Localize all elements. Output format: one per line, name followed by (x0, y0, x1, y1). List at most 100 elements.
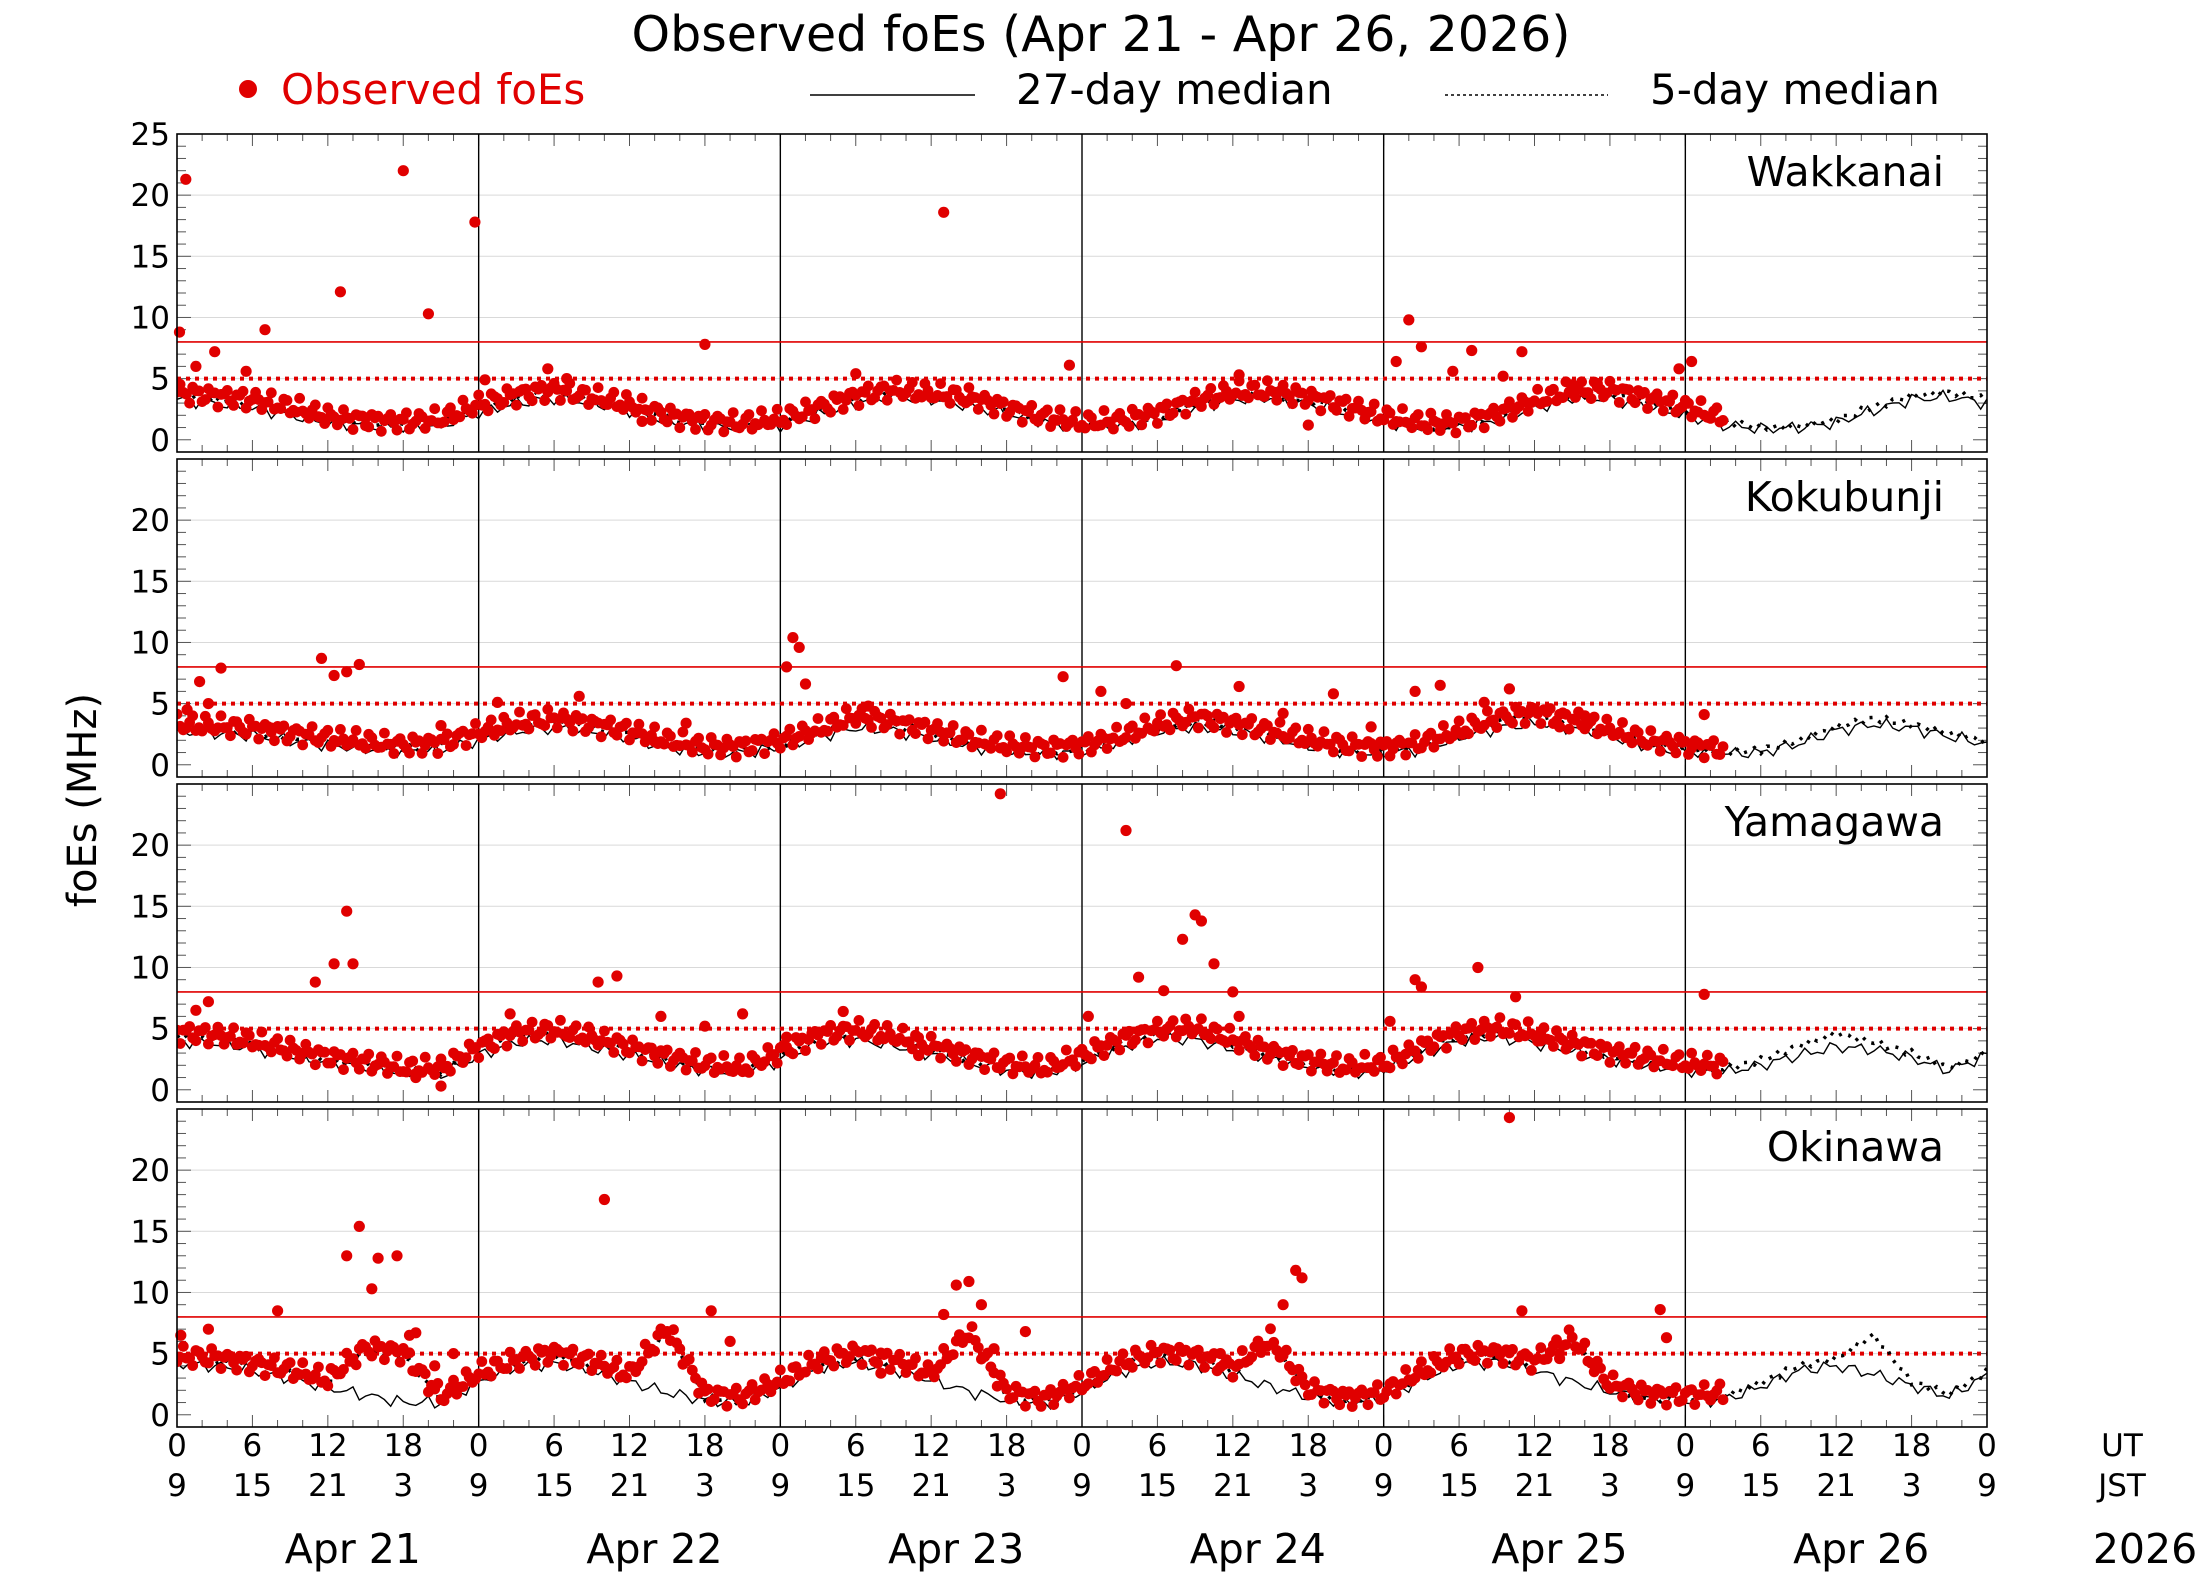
x-tick-jst-label: 9 (1072, 1468, 1092, 1504)
panel-frame (176, 783, 1988, 1103)
observed-foes-point (1482, 705, 1493, 717)
observed-foes-point (529, 1359, 541, 1371)
observed-foes-point (856, 1359, 868, 1370)
observed-foes-point (1324, 390, 1336, 401)
observed-foes-point (740, 735, 752, 747)
observed-foes-point (881, 1020, 893, 1031)
observed-foes-point (1277, 1060, 1289, 1071)
observed-foes-point (781, 661, 793, 673)
observed-foes-point (699, 409, 711, 420)
y-tick-label: 5 (150, 362, 170, 398)
observed-foes-point (784, 723, 796, 735)
observed-foes-point (734, 1052, 745, 1064)
observed-foes-point (454, 411, 466, 423)
observed-foes-point (1510, 991, 1522, 1003)
observed-foes-point (608, 1047, 620, 1058)
observed-foes-point (391, 1050, 403, 1062)
x-tick-ut-label: 0 (770, 1428, 790, 1464)
station-name-kokubunji: Kokubunji (1745, 473, 1944, 521)
observed-foes-point (1164, 1344, 1176, 1356)
observed-foes-point (1095, 685, 1107, 698)
observed-foes-point (1020, 732, 1031, 743)
observed-foes-point (1632, 727, 1644, 738)
observed-foes-point (177, 1340, 189, 1352)
observed-foes-point (1258, 1041, 1270, 1053)
observed-foes-point (1214, 1348, 1226, 1360)
observed-foes-point (950, 1056, 962, 1067)
observed-foes-point (1038, 739, 1050, 751)
observed-foes-point (611, 1354, 623, 1366)
observed-foes-point (177, 708, 183, 720)
observed-foes-point (303, 412, 315, 424)
observed-foes-point (1306, 1065, 1317, 1077)
observed-foes-point (445, 402, 456, 414)
observed-foes-point (727, 407, 739, 418)
observed-foes-point (677, 726, 689, 738)
observed-foes-point (1327, 688, 1339, 700)
observed-foes-point (1340, 393, 1352, 405)
observed-foes-point (686, 1055, 698, 1067)
observed-foes-point (187, 1360, 199, 1371)
observed-foes-point (1277, 1299, 1289, 1311)
observed-foes-point (1491, 1021, 1503, 1033)
observed-foes-point (815, 1038, 827, 1050)
observed-foes-point (1698, 988, 1710, 1001)
observed-foes-point (1290, 722, 1302, 734)
observed-foes-point (194, 676, 206, 688)
observed-foes-point (649, 721, 660, 733)
observed-foes-point (328, 669, 340, 682)
observed-foes-point (1296, 1371, 1308, 1383)
observed-foes-point (1042, 404, 1053, 416)
observed-foes-point (721, 1400, 733, 1412)
observed-foes-point (1645, 725, 1657, 736)
observed-foes-point (366, 1350, 378, 1362)
y-tick-label: 20 (131, 828, 170, 864)
observed-foes-point (269, 735, 280, 747)
observed-foes-point (1170, 660, 1182, 672)
observed-foes-point (1613, 1041, 1625, 1052)
observed-foes-point (1318, 726, 1330, 738)
observed-foes-point (1579, 1337, 1591, 1349)
observed-foes-point (269, 1352, 280, 1364)
observed-foes-point (686, 746, 698, 758)
observed-foes-point (1120, 732, 1132, 743)
observed-foes-point (1507, 1344, 1518, 1355)
x-tick-jst-label: 21 (911, 1468, 950, 1504)
x-tick-jst-label: 3 (393, 1468, 413, 1504)
panel-plot-area (177, 701, 1987, 764)
x-tick-jst-label: 9 (167, 1468, 187, 1504)
observed-foes-point (1368, 1066, 1380, 1077)
observed-foes-point (1482, 1357, 1493, 1369)
panel-frame (176, 458, 1988, 778)
observed-foes-point (837, 720, 849, 731)
observed-foes-point (1409, 729, 1421, 740)
observed-foes-point (1249, 379, 1261, 391)
observed-foes-point (1632, 1394, 1644, 1406)
observed-foes-point (598, 1193, 611, 1206)
observed-foes-point (180, 173, 192, 185)
observed-foes-point (1302, 419, 1314, 431)
station-panels: 0 5 10 15 20 25 Wakkanai 0 5 10 15 20 Kokubunji 0 5 10 1… (131, 117, 1988, 1434)
observed-foes-point (1060, 1044, 1072, 1056)
observed-foes-point (818, 1346, 830, 1358)
observed-foes-point (759, 748, 770, 759)
observed-foes-point (1302, 723, 1314, 735)
observed-foes-point (1208, 722, 1220, 734)
x-tick-ut-label: 6 (1751, 1428, 1771, 1464)
y-tick-label: 15 (131, 239, 170, 275)
observed-foes-point (1548, 383, 1559, 395)
observed-foes-point (196, 725, 208, 737)
observed-foes-point (1673, 1049, 1685, 1060)
observed-foes-point (947, 1349, 959, 1360)
observed-foes-point (1532, 383, 1543, 395)
x-tick-ut-label: 0 (469, 1428, 489, 1464)
observed-foes-point (1274, 716, 1286, 728)
observed-foes-point (894, 1348, 906, 1360)
observed-foes-point (1447, 365, 1459, 377)
observed-foes-point (1142, 1037, 1154, 1049)
observed-foes-point (1660, 732, 1673, 744)
x-tick-jst-label: 15 (233, 1468, 272, 1504)
legend-observed-label: Observed foEs (281, 65, 585, 114)
observed-foes-point (457, 1381, 469, 1392)
observed-foes-point (542, 703, 554, 715)
